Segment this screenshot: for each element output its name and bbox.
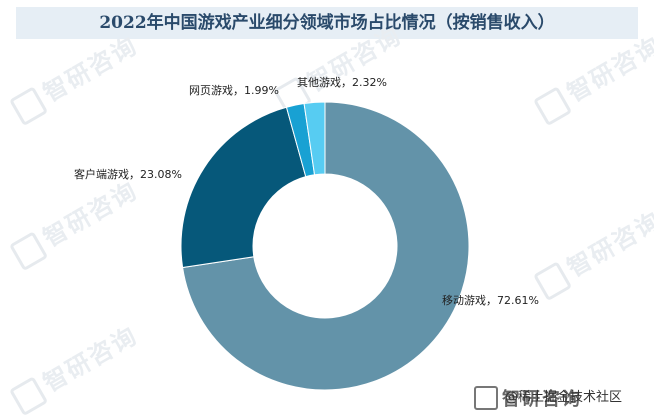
- chart-title: 2022年中国游戏产业细分领域市场占比情况（按销售收入）: [99, 13, 555, 33]
- title-bar: 2022年中国游戏产业细分领域市场占比情况（按销售收入）: [0, 0, 654, 48]
- footer-logo-icon: [474, 386, 498, 410]
- footer-watermark: 智研咨询: [474, 386, 582, 410]
- donut-slice: [182, 101, 470, 391]
- slice-label: 其他游戏，2.32%: [297, 76, 387, 89]
- footer-watermark-text: 智研咨询: [502, 389, 582, 410]
- slice-label: 客户端游戏，23.08%: [74, 167, 182, 181]
- footer-overlay-text: @稀土掘金技术社区: [505, 390, 623, 405]
- slice-label: 网页游戏，1.99%: [189, 84, 279, 97]
- title-background: [16, 7, 638, 39]
- donut-slice: [180, 106, 307, 269]
- donut-slice: [303, 101, 326, 176]
- slice-label: 移动游戏，72.61%: [442, 294, 539, 307]
